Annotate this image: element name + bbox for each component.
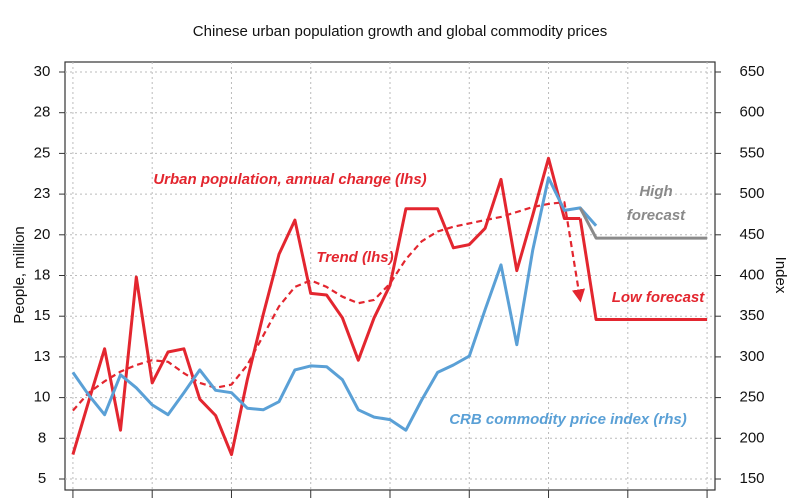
y2-tick-label: 350 (739, 307, 764, 324)
y2-tick-label: 400 (739, 266, 764, 283)
y-tick-label: 18 (34, 266, 51, 283)
y-tick-label: 5 (38, 470, 46, 487)
chart-subtitle: Chinese urban population growth and glob… (193, 23, 607, 40)
y-tick-label: 20 (34, 226, 51, 243)
y2-tick-label: 250 (739, 389, 764, 406)
series-label: Urban population, annual change (lhs) (153, 171, 426, 188)
y-tick-label: 25 (34, 144, 51, 161)
y-tick-label: 28 (34, 104, 51, 121)
y2-tick-label: 450 (739, 226, 764, 243)
y2-tick-label: 600 (739, 104, 764, 121)
y-tick-label: 15 (34, 307, 51, 324)
y-tick-label: 10 (34, 389, 51, 406)
series-line (71, 156, 581, 457)
series-line (71, 176, 598, 432)
series-line (578, 218, 708, 321)
y-axis-label: People, million (11, 226, 28, 324)
series-line (578, 207, 708, 240)
series-line (72, 201, 586, 412)
series-label: Low forecast (612, 289, 706, 306)
series-label: CRB commodity price index (rhs) (449, 411, 687, 428)
y2-tick-label: 200 (739, 429, 764, 446)
y-tick-label: 8 (38, 429, 46, 446)
y2-tick-label: 500 (739, 185, 764, 202)
y-tick-label: 23 (34, 185, 51, 202)
y2-axis-label: Index (772, 257, 789, 294)
y2-tick-label: 150 (739, 470, 764, 487)
y2-tick-label: 550 (739, 144, 764, 161)
series-label: Trend (lhs) (316, 249, 393, 266)
y2-tick-label: 650 (739, 63, 764, 80)
y-tick-label: 30 (34, 63, 51, 80)
y-tick-label: 13 (34, 348, 51, 365)
series-label: High forecast (627, 183, 686, 224)
y2-tick-label: 300 (739, 348, 764, 365)
